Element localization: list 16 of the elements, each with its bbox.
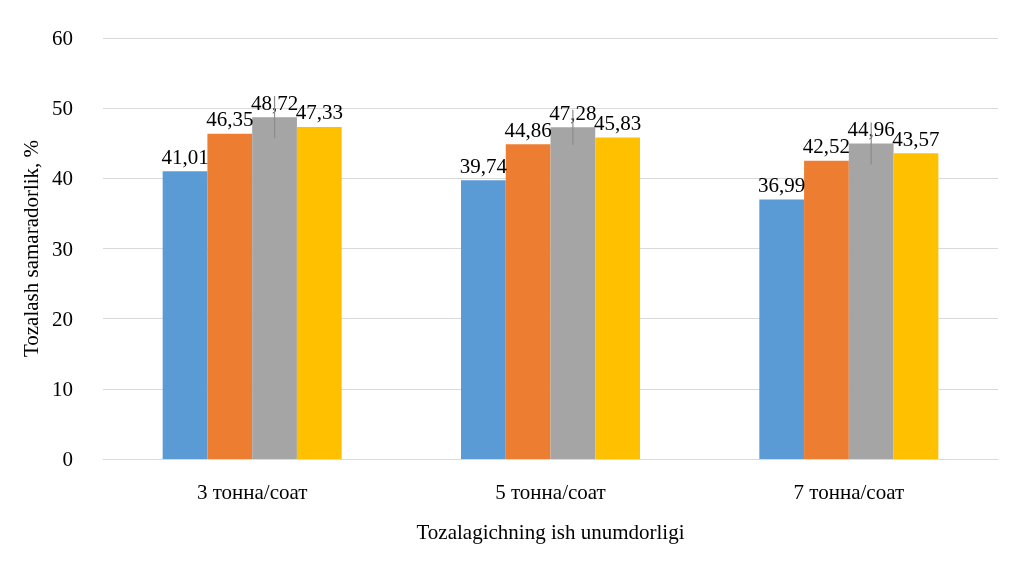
y-tick-label: 50	[52, 96, 73, 121]
data-label: 41,01	[161, 144, 209, 169]
y-tick-label: 40	[52, 166, 73, 191]
y-tick-label: 0	[62, 447, 73, 471]
y-tick-label: 20	[52, 306, 73, 331]
y-tick-label: 60	[52, 26, 73, 50]
data-label: 44,86	[504, 117, 552, 142]
x-tick-label: 5 тонна/соат	[495, 479, 606, 504]
y-tick-label: 10	[52, 376, 73, 401]
x-tick-label: 7 тонна/соат	[793, 479, 905, 504]
y-axis-title: Tozalash samaradorlik, %	[18, 139, 43, 358]
data-label: 46,35	[206, 107, 254, 132]
y-tick-label: 30	[52, 236, 73, 261]
x-tick-label: 3 тонна/соат	[196, 479, 308, 504]
x-axis-title: Tozalagichning ish unumdorligi	[416, 519, 685, 544]
data-label: 42,52	[802, 134, 851, 159]
